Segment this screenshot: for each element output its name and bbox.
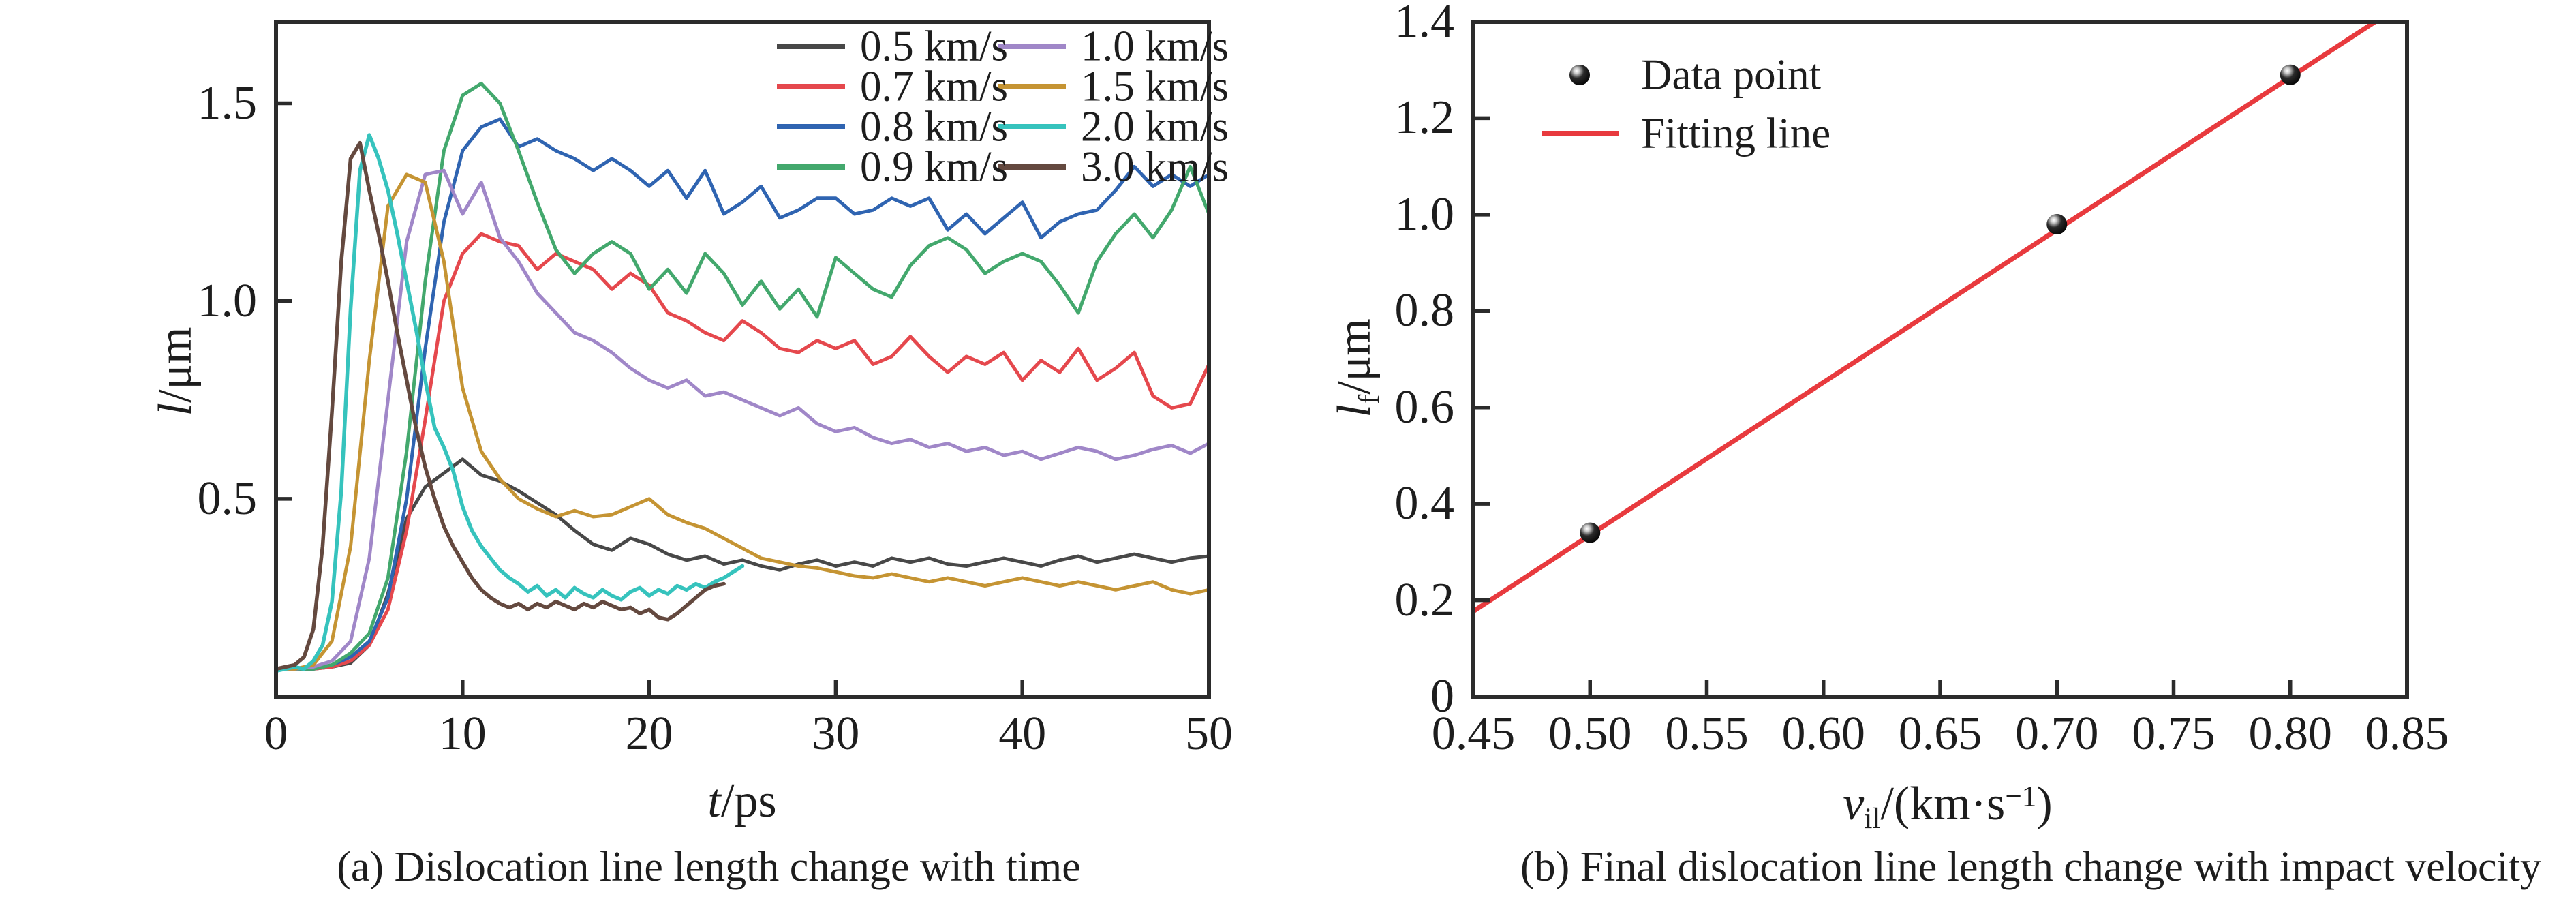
x-tick-label-b: 0.70: [2015, 707, 2099, 760]
fitting-line: [1472, 20, 2376, 613]
y-tick-label-a: 0.5: [197, 472, 258, 525]
x-tick-label-b: 0.75: [2132, 707, 2215, 760]
y-tick-label-b: 0.4: [1394, 477, 1455, 530]
y-tick-label-a: 1.0: [197, 274, 258, 327]
x-tick-label-b: 0.80: [2248, 707, 2333, 760]
legend-label-3.0kms: 3.0 km/s: [1081, 142, 1229, 191]
legend-label-0.5kms: 0.5 km/s: [860, 22, 1009, 70]
series-line-1.0kms: [274, 168, 1211, 671]
y-unit-b: /μm: [1328, 318, 1381, 395]
series-line-0.5kms: [274, 457, 1211, 671]
x-tick-label-a: 30: [812, 707, 860, 760]
caption-panel-a: (a) Dislocation line length change with …: [337, 844, 1081, 890]
legend-label-0.9kms: 0.9 km/s: [860, 142, 1009, 191]
x-tick-label-a: 10: [438, 707, 487, 760]
y-tick-label-b: 1.0: [1394, 187, 1455, 241]
x-unit-b: /(km·s: [1880, 778, 2006, 830]
y-tick-label-b: 0.8: [1394, 284, 1455, 337]
y-unit-a: /μm: [149, 326, 202, 403]
plot-box-a: [274, 20, 1211, 699]
x-var-a: t: [707, 775, 721, 827]
legend-data-point-marker: [1569, 65, 1590, 85]
y-tick-label-b: 1.4: [1394, 0, 1455, 48]
legend-label-fitting-line: Fitting line: [1641, 109, 1831, 157]
y-var-a: l: [149, 402, 202, 416]
y-var-b-subscript: f: [1353, 394, 1386, 405]
x-tick-label-b: 0.65: [1898, 707, 1982, 760]
legend-label-0.7kms: 0.7 km/s: [860, 62, 1009, 110]
x-axis-label-panel-a: t/ps: [707, 778, 776, 825]
x-tick-label-a: 20: [625, 707, 673, 760]
data-point-marker: [2046, 214, 2068, 234]
y-var-b: l: [1328, 404, 1381, 418]
caption-panel-b: (b) Final dislocation line length change…: [1520, 844, 2541, 890]
legend-label-0.8kms: 0.8 km/s: [860, 102, 1009, 151]
x-unit-b-close: ): [2036, 778, 2053, 830]
x-tick-label-b: 0.45: [1431, 707, 1516, 760]
x-tick-label-a: 0: [264, 707, 288, 760]
x-var-b: v: [1843, 778, 1865, 830]
y-tick-label-b: 0.2: [1394, 573, 1455, 626]
x-var-b-subscript: il: [1864, 802, 1881, 836]
data-point-marker: [2280, 64, 2301, 85]
y-tick-label-b: 1.2: [1394, 91, 1455, 144]
x-tick-label-b: 0.55: [1665, 707, 1749, 760]
y-axis-label-panel-b: lf/μm: [1328, 318, 1385, 418]
legend-label-1.5kms: 1.5 km/s: [1081, 62, 1229, 110]
series-line-1.5kms: [274, 172, 1211, 671]
series-line-0.8kms: [274, 117, 1211, 671]
x-axis-label-panel-b: vil/(km·s−1): [1843, 778, 2053, 834]
y-tick-label-b: 0: [1430, 670, 1454, 722]
x-tick-label-b: 0.50: [1548, 707, 1632, 760]
legend-label-data-point: Data point: [1641, 50, 1822, 99]
y-tick-label-b: 0.6: [1394, 380, 1455, 433]
x-unit-b-exponent: −1: [2005, 780, 2037, 813]
series-line-0.9kms: [274, 82, 1211, 671]
series-line-0.7kms: [274, 232, 1211, 671]
y-axis-label-panel-a: l/μm: [149, 326, 202, 416]
x-tick-label-b: 0.60: [1781, 707, 1866, 760]
series-line-2.0kms: [274, 133, 745, 673]
x-tick-label-a: 40: [998, 707, 1047, 760]
x-tick-label-a: 50: [1185, 707, 1233, 760]
legend-label-2.0kms: 2.0 km/s: [1081, 102, 1229, 151]
x-tick-label-b: 0.85: [2365, 707, 2449, 760]
legend-label-1.0kms: 1.0 km/s: [1081, 22, 1229, 70]
series-line-3.0kms: [274, 140, 726, 671]
y-tick-label-a: 1.5: [197, 76, 258, 129]
x-unit-a: /ps: [720, 775, 777, 827]
data-point-marker: [1580, 522, 1601, 543]
plot-box-b: [1471, 20, 2409, 699]
